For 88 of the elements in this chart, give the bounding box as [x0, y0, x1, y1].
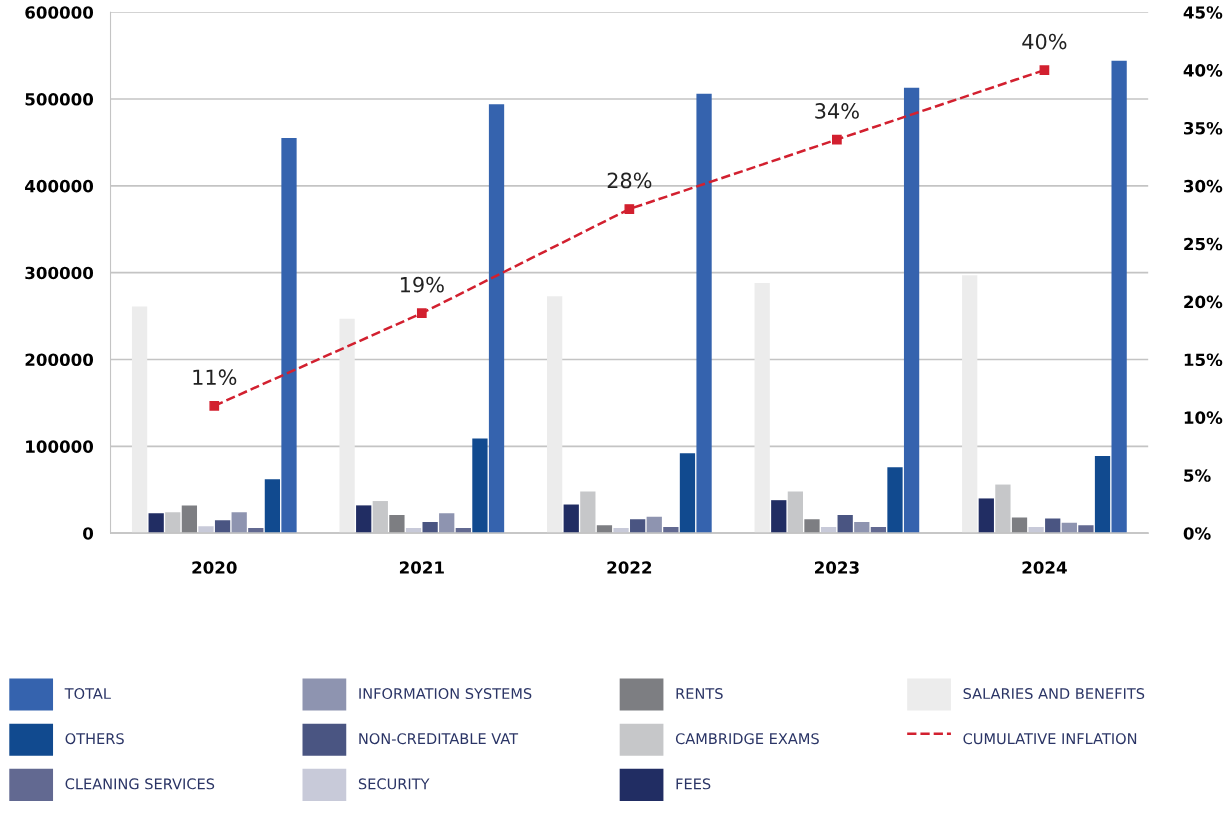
- bar: [613, 527, 629, 534]
- bar: [854, 521, 870, 534]
- bar: [356, 505, 372, 534]
- y2-tick-label: 0%: [1183, 527, 1211, 540]
- bar: [1011, 517, 1028, 534]
- x-tick-label: 2024: [1022, 561, 1067, 574]
- bar: [1094, 455, 1111, 534]
- y2-tick-label: 10%: [1184, 411, 1223, 424]
- point: [209, 400, 220, 411]
- legend-label: SECURITY: [358, 778, 430, 790]
- x-tick-label: 2021: [399, 561, 444, 574]
- y-tick-label: 400000: [25, 179, 94, 193]
- bar: [820, 527, 837, 534]
- y2-tick-label: 15%: [1184, 353, 1223, 367]
- y-tick-label: 200000: [25, 353, 94, 367]
- bar: [646, 516, 662, 534]
- bar: [962, 275, 978, 534]
- y2-tick-label: 25%: [1184, 237, 1223, 251]
- bar: [198, 526, 214, 534]
- bar: [903, 87, 920, 534]
- bar: [870, 527, 887, 534]
- bar: [214, 520, 231, 534]
- legend-label: RENTS: [676, 688, 723, 700]
- bar: [547, 296, 563, 534]
- point: [832, 134, 842, 145]
- y-tick-label: 100000: [26, 440, 94, 453]
- bar: [754, 283, 770, 534]
- bar: [679, 453, 696, 534]
- bar: [887, 467, 903, 534]
- bar: [696, 93, 712, 534]
- bar: [131, 306, 148, 534]
- legend-label: SALARIES AND BENEFITS: [963, 688, 1145, 700]
- bar: [389, 514, 405, 534]
- legend-label: FEES: [676, 778, 711, 790]
- y-tick-label: 300000: [25, 266, 94, 280]
- y-tick-label: 0: [83, 527, 94, 540]
- point: [416, 308, 427, 319]
- point: [624, 204, 635, 214]
- bar: [1028, 527, 1044, 534]
- bar: [422, 521, 438, 534]
- point: [1039, 65, 1050, 75]
- x-tick-label: 2022: [607, 561, 652, 574]
- bar: [455, 527, 471, 534]
- y2-tick-label: 35%: [1184, 121, 1223, 135]
- data-label: 19%: [400, 276, 444, 293]
- legend-label: CUMULATIVE INFLATION: [963, 733, 1137, 745]
- bar: [1078, 525, 1094, 534]
- legend-label: INFORMATION SYSTEMS: [359, 688, 532, 700]
- x-tick-label: 2020: [192, 561, 237, 574]
- y2-tick-label: 20%: [1184, 295, 1223, 309]
- y2-tick-label: 45%: [1183, 6, 1223, 19]
- bar: [771, 500, 787, 534]
- x-tick-label: 2023: [815, 561, 859, 574]
- bar: [488, 104, 505, 534]
- bar: [248, 527, 264, 534]
- bar: [148, 513, 164, 534]
- y2-tick-label: 30%: [1184, 179, 1223, 193]
- y2-tick-label: 5%: [1184, 469, 1211, 482]
- bar: [1061, 522, 1077, 534]
- bar: [663, 527, 679, 534]
- bar: [472, 438, 488, 534]
- bar: [405, 527, 422, 534]
- data-label: 11%: [193, 369, 237, 386]
- bar: [439, 513, 455, 534]
- bar: [281, 138, 297, 534]
- y-tick-label: 500000: [25, 93, 94, 106]
- legend-label: OTHERS: [65, 733, 124, 745]
- legend-label: TOTAL: [64, 688, 111, 700]
- bar: [978, 498, 994, 534]
- bar: [837, 514, 853, 534]
- bar: [596, 525, 613, 534]
- bar: [1111, 60, 1127, 534]
- bar: [264, 479, 281, 534]
- bar: [630, 519, 646, 534]
- legend-label: CLEANING SERVICES: [65, 778, 215, 790]
- data-label: 28%: [607, 172, 652, 189]
- bar: [563, 504, 579, 534]
- legend-label: NON-CREDITABLE VAT: [359, 733, 519, 745]
- y-tick-label: 600000: [25, 6, 94, 19]
- y2-tick-label: 40%: [1183, 64, 1223, 77]
- bar: [339, 318, 355, 534]
- data-label: 40%: [1022, 33, 1067, 50]
- legend-label: CAMBRIDGE EXAMS: [675, 733, 819, 745]
- bar: [804, 519, 820, 534]
- data-label: 34%: [815, 103, 859, 119]
- bar: [181, 505, 198, 534]
- bar: [231, 512, 247, 534]
- bar: [1045, 518, 1061, 534]
